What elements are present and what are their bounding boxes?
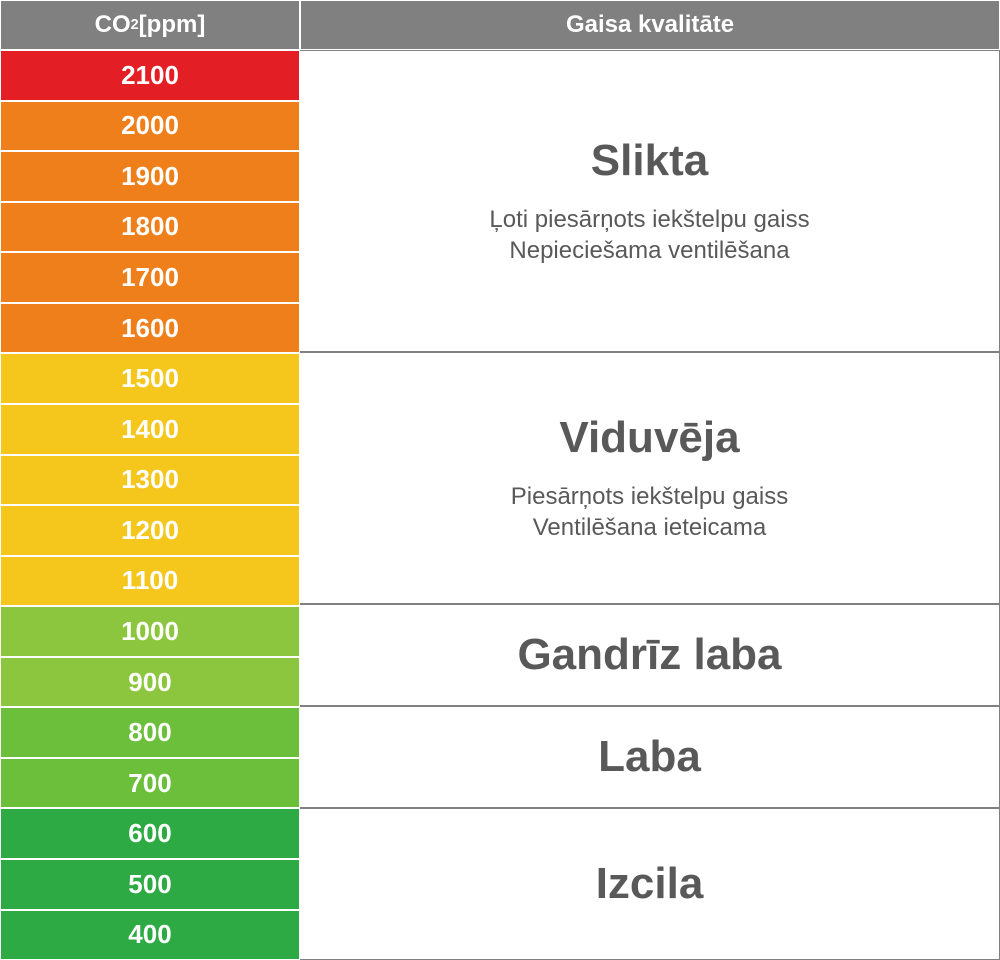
quality-desc: Ļoti piesārņots iekštelpu gaissNepiecieš… [489, 204, 809, 266]
quality-cell: Laba [300, 706, 1000, 808]
ppm-cell: 1400 [0, 404, 300, 455]
quality-title: Slikta [591, 136, 708, 186]
ppm-cell: 400 [0, 910, 300, 960]
ppm-column: 2100200019001800170016001500140013001200… [0, 50, 300, 960]
quality-title: Izcila [596, 859, 704, 909]
ppm-cell: 1300 [0, 455, 300, 506]
quality-cell: Izcila [300, 808, 1000, 960]
ppm-cell: 1800 [0, 202, 300, 253]
quality-desc: Piesārņots iekštelpu gaissVentilēšana ie… [511, 481, 788, 543]
quality-title: Viduvēja [559, 413, 739, 463]
quality-cell: Slikta Ļoti piesārņots iekštelpu gaissNep… [300, 50, 1000, 352]
header-row: CO2 [ppm] Gaisa kvalitāte [0, 0, 1000, 50]
ppm-cell: 2000 [0, 101, 300, 152]
ppm-cell: 900 [0, 657, 300, 708]
header-air-quality: Gaisa kvalitāte [300, 0, 1000, 50]
header-co2-ppm: CO2 [ppm] [0, 0, 300, 50]
ppm-cell: 1200 [0, 505, 300, 556]
quality-title: Laba [598, 732, 701, 782]
chart-body: 2100200019001800170016001500140013001200… [0, 50, 1000, 960]
quality-cell: Viduvēja Piesārņots iekštelpu gaissVentil… [300, 352, 1000, 604]
ppm-cell: 1100 [0, 556, 300, 607]
quality-title: Gandrīz laba [517, 630, 781, 680]
ppm-cell: 1000 [0, 606, 300, 657]
quality-column: Slikta Ļoti piesārņots iekštelpu gaissNep… [300, 50, 1000, 960]
quality-cell: Gandrīz laba [300, 604, 1000, 706]
co2-quality-chart: CO2 [ppm] Gaisa kvalitāte 21002000190018… [0, 0, 1000, 960]
ppm-cell: 2100 [0, 50, 300, 101]
ppm-cell: 1900 [0, 151, 300, 202]
ppm-cell: 1700 [0, 252, 300, 303]
ppm-cell: 600 [0, 808, 300, 859]
ppm-cell: 1600 [0, 303, 300, 354]
ppm-cell: 1500 [0, 353, 300, 404]
ppm-cell: 800 [0, 707, 300, 758]
ppm-cell: 500 [0, 859, 300, 910]
ppm-cell: 700 [0, 758, 300, 809]
